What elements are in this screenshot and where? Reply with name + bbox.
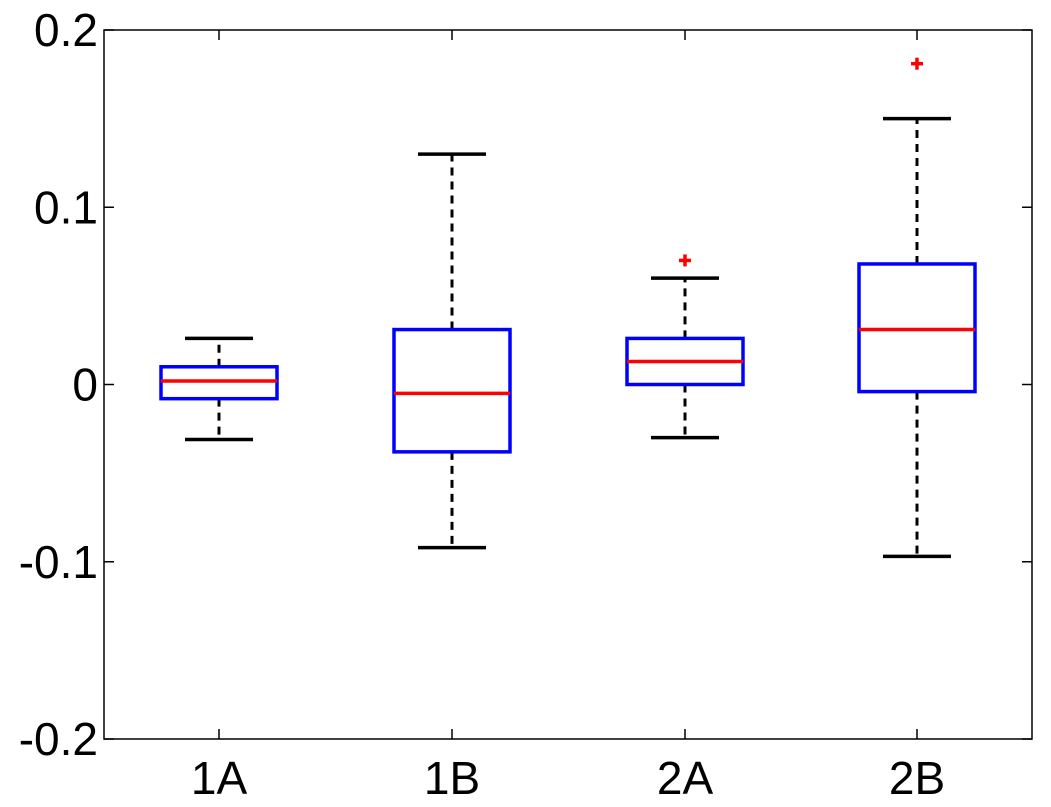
x-tick-label: 1B <box>424 752 480 804</box>
x-tick-label: 2A <box>657 752 714 804</box>
iqr-box <box>159 365 279 401</box>
iqr-box <box>392 327 512 454</box>
box-1b <box>392 152 512 550</box>
y-tick-label: -0.1 <box>19 536 98 588</box>
y-tick-label: 0.2 <box>34 4 98 56</box>
box-2b <box>857 57 977 559</box>
box-2a <box>625 254 745 440</box>
outlier-marker <box>911 57 923 70</box>
y-tick-label: 0 <box>72 359 98 411</box>
box-1a <box>159 336 279 442</box>
y-tick-label: -0.2 <box>19 713 98 765</box>
x-tick-label: 2B <box>889 752 945 804</box>
outlier-marker <box>679 254 691 267</box>
iqr-box <box>857 262 977 394</box>
plot-area <box>103 29 1033 740</box>
x-tick-label: 1A <box>191 752 248 804</box>
y-tick-label: 0.1 <box>34 181 98 233</box>
